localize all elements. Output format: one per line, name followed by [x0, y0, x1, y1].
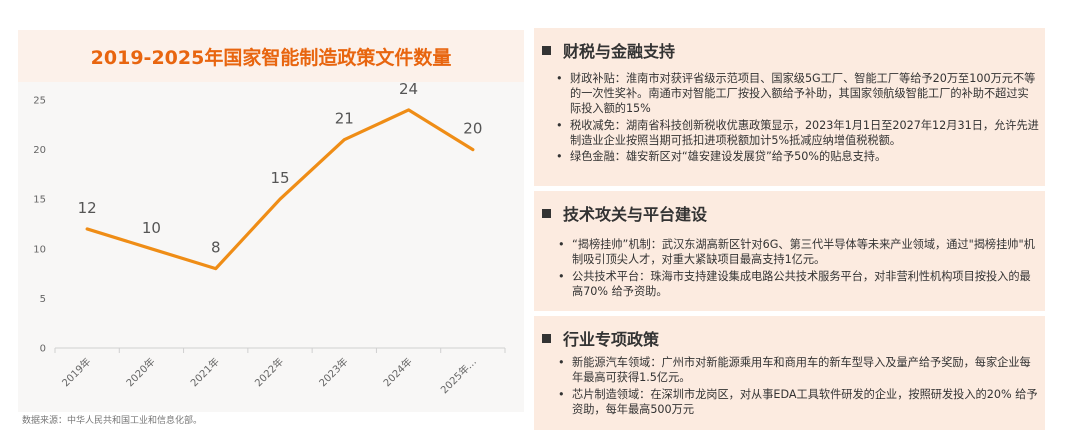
x-tick-label: 2024年: [380, 355, 414, 389]
bullet-dot-icon: •: [556, 72, 563, 85]
square-bullet-icon: [542, 45, 551, 55]
section-header: 行业专项政策: [542, 326, 659, 350]
x-tick-label: 2025年…: [438, 355, 479, 396]
bullet-list: • “揭榜挂帅”机制：武汉东湖高新区针对6G、第三代半导体等未来产业领域，通过"揭…: [558, 237, 1039, 300]
y-tick-label: 0: [40, 344, 46, 355]
y-tick-label: 5: [40, 294, 46, 305]
y-tick-label: 25: [33, 96, 46, 107]
data-label: 15: [270, 169, 289, 187]
bullet-list: • 财政补贴：淮南市对获评省级示范项目、国家级5G工厂、智能工厂等给予20万至10…: [556, 71, 1039, 166]
x-tick-label: 2022年: [252, 355, 286, 389]
section-tech-platform: 技术攻关与平台建设 • “揭榜挂帅”机制：武汉东湖高新区针对6G、第三代半导体等未…: [534, 191, 1045, 311]
section-header: 技术攻关与平台建设: [542, 201, 707, 225]
list-item-text: 绿色金融：雄安新区对“雄安建设发展贷”给予50%的贴息支持。: [570, 150, 887, 163]
list-item-text: 芯片制造领域：在深圳市龙岗区，对从事EDA工具软件研发的企业，按照研发投入的20…: [572, 387, 1038, 416]
x-tick-label: 2019年: [59, 355, 93, 389]
series-line-group: [85, 108, 475, 271]
list-item: • 税收减免：湖南省科技创新税收优惠政策显示，2023年1月1日至2027年12月…: [556, 118, 1039, 148]
chart-title: 2019-2025年国家智能制造政策文件数量: [90, 46, 452, 69]
list-item-text: “揭榜挂帅”机制：武汉东湖高新区针对6G、第三代半导体等未来产业领域，通过"揭榜…: [572, 238, 1035, 266]
list-item: • 芯片制造领域：在深圳市龙岗区，对从事EDA工具软件研发的企业，按照研发投入的2…: [558, 387, 1039, 417]
y-axis: 0 5 10 15 20 25: [33, 96, 46, 355]
data-label: 10: [142, 219, 161, 237]
section-title: 技术攻关与平台建设: [563, 205, 708, 224]
list-item: • 财政补贴：淮南市对获评省级示范项目、国家级5G工厂、智能工厂等给予20万至10…: [556, 71, 1039, 116]
data-labels: 12 10 8 15 21 24 20: [78, 80, 483, 257]
y-tick-label: 15: [33, 195, 46, 206]
bullet-dot-icon: •: [558, 356, 565, 369]
bullet-dot-icon: •: [558, 238, 565, 251]
bullet-dot-icon: •: [558, 387, 565, 401]
list-item: • 公共技术平台：珠海市支持建设集成电路公共技术服务平台，对非营利性机构项目按投入…: [558, 269, 1039, 299]
bullet-dot-icon: •: [556, 118, 563, 132]
bullet-dot-icon: •: [556, 150, 563, 163]
bullet-dot-icon: •: [558, 269, 565, 283]
data-label: 21: [335, 110, 354, 128]
data-source-note: 数据来源：中华人民共和国工业和信息化部。: [22, 416, 203, 426]
list-item-text: 财政补贴：淮南市对获评省级示范项目、国家级5G工厂、智能工厂等给予20万至100…: [570, 72, 1036, 115]
list-item: • 绿色金融：雄安新区对“雄安建设发展贷”给予50%的贴息支持。: [556, 149, 1039, 164]
bullet-list: • 新能源汽车领域：广州市对新能源乘用车和商用车的新车型导入及量产给予奖励，每家企…: [558, 355, 1039, 418]
square-bullet-icon: [542, 208, 551, 218]
list-item-text: 公共技术平台：珠海市支持建设集成电路公共技术服务平台，对非营利性机构项目按投入的…: [572, 269, 1031, 298]
series-line: [85, 108, 475, 271]
list-item-text: 税收减免：湖南省科技创新税收优惠政策显示，2023年1月1日至2027年12月3…: [570, 118, 1039, 147]
data-label: 24: [399, 80, 418, 98]
section-title: 财税与金融支持: [563, 42, 676, 61]
x-tick-label: 2023年: [316, 355, 350, 389]
section-title: 行业专项政策: [563, 330, 660, 349]
x-tick-label: 2021年: [188, 355, 222, 389]
chart-title-bar: 2019-2025年国家智能制造政策文件数量: [18, 30, 524, 82]
data-label: 20: [463, 120, 482, 138]
x-tick-label: 2020年: [123, 355, 157, 389]
list-item: • “揭榜挂帅”机制：武汉东湖高新区针对6G、第三代半导体等未来产业领域，通过"揭…: [558, 237, 1039, 267]
data-label: 12: [78, 199, 97, 217]
square-bullet-icon: [542, 333, 551, 343]
list-item-text: 新能源汽车领域：广州市对新能源乘用车和商用车的新车型导入及量产给予奖励，每家企业…: [572, 356, 1031, 384]
y-tick-label: 10: [33, 244, 46, 255]
section-industry-policy: 行业专项政策 • 新能源汽车领域：广州市对新能源乘用车和商用车的新车型导入及量产给…: [534, 316, 1045, 430]
data-label: 8: [211, 239, 221, 257]
section-fiscal-finance: 财税与金融支持 • 财政补贴：淮南市对获评省级示范项目、国家级5G工厂、智能工厂等…: [534, 28, 1045, 186]
x-axis: 2019年 2020年 2021年 2022年 2023年 2024年 2025年…: [54, 347, 506, 396]
list-item: • 新能源汽车领域：广州市对新能源乘用车和商用车的新车型导入及量产给予奖励，每家企…: [558, 355, 1039, 385]
y-tick-label: 20: [33, 145, 46, 156]
section-header: 财税与金融支持: [542, 38, 675, 62]
